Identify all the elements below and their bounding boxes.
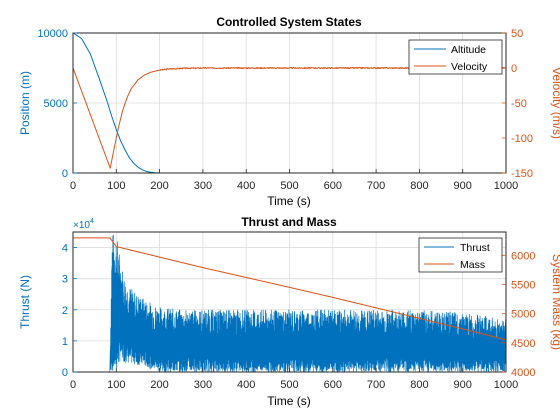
y-tick-label-right: 5500	[511, 280, 535, 292]
y-axis-label-left: Thrust (N)	[18, 275, 32, 329]
x-tick-label: 100	[107, 180, 125, 192]
y-tick-label-left: 0	[62, 367, 68, 379]
x-tick-label: 700	[367, 180, 385, 192]
y-tick-label-left: 5000	[44, 98, 68, 110]
y-axis-exponent: ×104	[73, 218, 94, 231]
legend: Thrust Mass	[418, 237, 503, 273]
legend-label-mass: Mass	[460, 259, 485, 271]
x-axis-label: Time (s)	[267, 194, 311, 208]
x-tick-label: 400	[237, 180, 255, 192]
series-line-altitude	[72, 32, 164, 174]
x-tick-label: 500	[280, 180, 298, 192]
y-tick-label-left: 4	[62, 243, 68, 255]
chart-title: Thrust and Mass	[241, 215, 337, 229]
y-tick-label-right: 4000	[511, 367, 535, 379]
x-tick-label: 400	[237, 379, 255, 391]
x-tick-label: 300	[194, 180, 212, 192]
legend-label-altitude: Altitude	[451, 44, 486, 56]
legend-label-velocity: Velocity	[451, 61, 488, 73]
x-tick-label: 200	[150, 180, 168, 192]
y-tick-label-right: -50	[511, 98, 527, 110]
series-line-mass	[73, 237, 507, 341]
chart-title: Controlled System States	[216, 15, 362, 29]
x-tick-label: 1000	[494, 379, 518, 391]
y-tick-label-right: -100	[511, 133, 533, 145]
y-axis-label-right: System Mass (kg)	[550, 254, 560, 350]
x-tick-label: 800	[410, 379, 428, 391]
series-line-thrust	[73, 234, 507, 373]
y-tick-label-right: 0	[511, 63, 517, 75]
x-tick-label: 500	[280, 379, 298, 391]
y-tick-label-right: 6000	[511, 250, 535, 262]
x-tick-label: 800	[410, 180, 428, 192]
x-tick-label: 700	[367, 379, 385, 391]
x-axis-label: Time (s)	[267, 394, 311, 408]
legend-label-thrust: Thrust	[460, 242, 490, 254]
y-tick-label-left: 10000	[37, 28, 68, 40]
y-tick-label-left: 1	[62, 336, 68, 348]
x-tick-label: 0	[70, 379, 76, 391]
x-tick-label: 900	[454, 379, 472, 391]
x-tick-label: 1000	[494, 180, 518, 192]
y-tick-label-left: 2	[62, 305, 68, 317]
y-tick-label-left: 0	[62, 168, 68, 180]
x-tick-label: 100	[107, 379, 125, 391]
chart-controlled-system-states: Controlled System States 0 100 200 300 400 50…	[18, 15, 560, 208]
legend: Altitude Velocity	[408, 39, 503, 75]
x-tick-label: 0	[70, 180, 76, 192]
y-axis-label-right: Velocity (m/s)	[550, 67, 560, 139]
y-tick-label-right: 50	[511, 28, 523, 40]
x-tick-label: 600	[324, 379, 342, 391]
y-tick-label-right: 5000	[511, 309, 535, 321]
legend-box	[418, 237, 503, 273]
x-tick-label: 300	[194, 379, 212, 391]
y-tick-label-right: -150	[511, 168, 533, 180]
x-tick-label: 900	[454, 180, 472, 192]
y-tick-label-left: 3	[62, 274, 68, 286]
y-tick-label-right: 4500	[511, 338, 535, 350]
legend-box	[408, 39, 503, 75]
x-tick-label: 200	[150, 379, 168, 391]
chart-thrust-and-mass: Thrust and Mass 0 100 200 300 400 500 600 700 80…	[18, 215, 560, 408]
y-axis-label-left: Position (m)	[18, 71, 32, 135]
x-tick-label: 600	[324, 180, 342, 192]
